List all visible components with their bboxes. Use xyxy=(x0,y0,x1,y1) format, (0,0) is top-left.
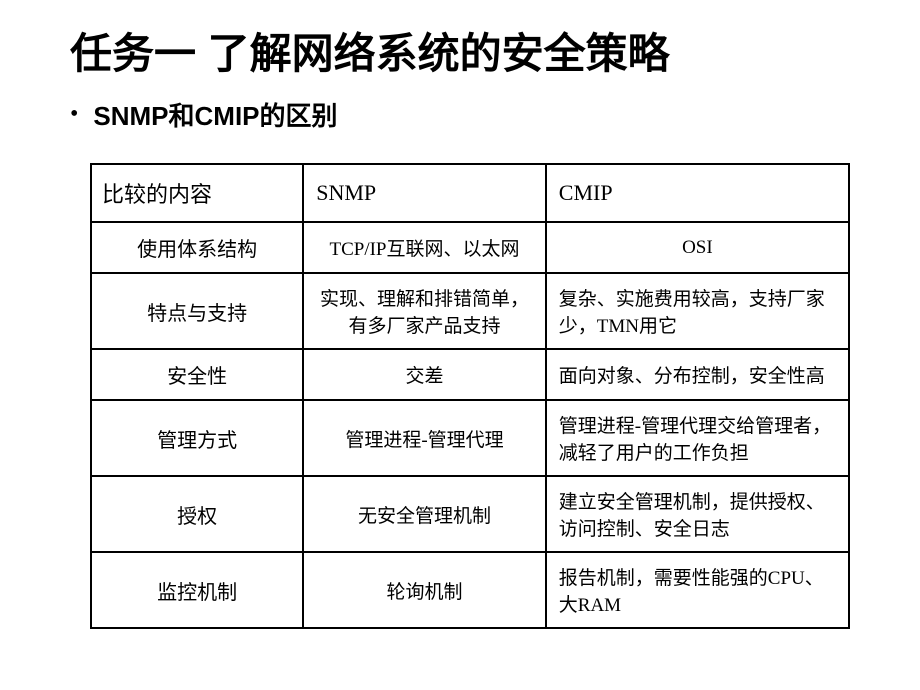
table-row: 监控机制 轮询机制 报告机制，需要性能强的CPU、大RAM xyxy=(91,552,849,628)
cell-features-cmip: 复杂、实施费用较高，支持厂家少，TMN用它 xyxy=(546,273,849,349)
header-col1: 比较的内容 xyxy=(91,164,303,222)
table-row: 授权 无安全管理机制 建立安全管理机制，提供授权、访问控制、安全日志 xyxy=(91,476,849,552)
table-container: 比较的内容 SNMP CMIP 使用体系结构 TCP/IP互联网、以太网 OSI… xyxy=(40,163,880,629)
table-row: 管理方式 管理进程-管理代理 管理进程-管理代理交给管理者，减轻了用户的工作负担 xyxy=(91,400,849,476)
cell-authorization-cmip: 建立安全管理机制，提供授权、访问控制、安全日志 xyxy=(546,476,849,552)
cell-security-cmip: 面向对象、分布控制，安全性高 xyxy=(546,349,849,400)
cell-monitoring-label: 监控机制 xyxy=(91,552,303,628)
slide-title: 任务一 了解网络系统的安全策略 xyxy=(40,20,880,81)
cell-security-label: 安全性 xyxy=(91,349,303,400)
table-header-row: 比较的内容 SNMP CMIP xyxy=(91,164,849,222)
cell-authorization-snmp: 无安全管理机制 xyxy=(303,476,546,552)
cell-architecture-cmip: OSI xyxy=(546,222,849,273)
table-row: 特点与支持 实现、理解和排错简单，有多厂家产品支持 复杂、实施费用较高，支持厂家… xyxy=(91,273,849,349)
cell-management-label: 管理方式 xyxy=(91,400,303,476)
slide-subtitle: SNMP和CMIP的区别 xyxy=(93,96,337,133)
cell-features-label: 特点与支持 xyxy=(91,273,303,349)
cell-monitoring-snmp: 轮询机制 xyxy=(303,552,546,628)
table-row: 安全性 交差 面向对象、分布控制，安全性高 xyxy=(91,349,849,400)
cell-management-snmp: 管理进程-管理代理 xyxy=(303,400,546,476)
cell-security-snmp: 交差 xyxy=(303,349,546,400)
subtitle-row: • SNMP和CMIP的区别 xyxy=(40,96,880,133)
cell-features-snmp: 实现、理解和排错简单，有多厂家产品支持 xyxy=(303,273,546,349)
cell-architecture-label: 使用体系结构 xyxy=(91,222,303,273)
header-col3: CMIP xyxy=(546,164,849,222)
cell-architecture-snmp: TCP/IP互联网、以太网 xyxy=(303,222,546,273)
cell-authorization-label: 授权 xyxy=(91,476,303,552)
bullet-icon: • xyxy=(70,101,78,128)
comparison-table: 比较的内容 SNMP CMIP 使用体系结构 TCP/IP互联网、以太网 OSI… xyxy=(90,163,850,629)
header-col2: SNMP xyxy=(303,164,546,222)
cell-monitoring-cmip: 报告机制，需要性能强的CPU、大RAM xyxy=(546,552,849,628)
cell-management-cmip: 管理进程-管理代理交给管理者，减轻了用户的工作负担 xyxy=(546,400,849,476)
table-row: 使用体系结构 TCP/IP互联网、以太网 OSI xyxy=(91,222,849,273)
